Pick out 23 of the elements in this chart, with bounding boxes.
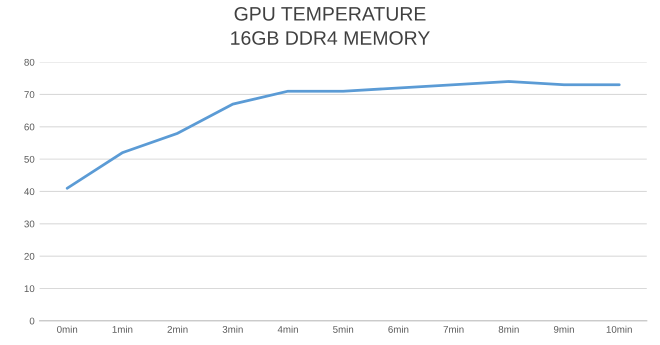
y-tick-label: 40 xyxy=(24,188,34,196)
chart-subtitle: 16GB DDR4 MEMORY xyxy=(231,31,430,45)
x-tick-label: 10min xyxy=(606,326,632,333)
y-tick-label: 0 xyxy=(30,318,34,324)
x-tick-label: 4min xyxy=(278,326,298,333)
x-tick-label: 0min xyxy=(57,326,78,333)
y-tick-label: 60 xyxy=(24,124,34,130)
x-tick-label: 7min xyxy=(444,326,464,333)
y-tick-label: 80 xyxy=(24,58,34,66)
x-tick-label: 5min xyxy=(333,326,354,333)
x-tick-label: 1min xyxy=(112,326,132,333)
y-tick-label: 20 xyxy=(24,252,34,260)
chart-title: GPU TEMPERATURE xyxy=(234,6,426,21)
x-tick-label: 3min xyxy=(222,326,243,333)
x-tick-label: 2min xyxy=(168,326,188,333)
x-tick-label: 6min xyxy=(388,326,408,333)
y-tick-label: 70 xyxy=(24,91,34,98)
x-tick-label: 9min xyxy=(554,326,574,333)
y-tick-label: 50 xyxy=(24,156,34,163)
y-tick-label: 10 xyxy=(24,285,34,292)
line-series xyxy=(66,80,621,190)
x-tick-label: 8min xyxy=(498,326,519,333)
y-tick-label: 30 xyxy=(24,220,34,228)
